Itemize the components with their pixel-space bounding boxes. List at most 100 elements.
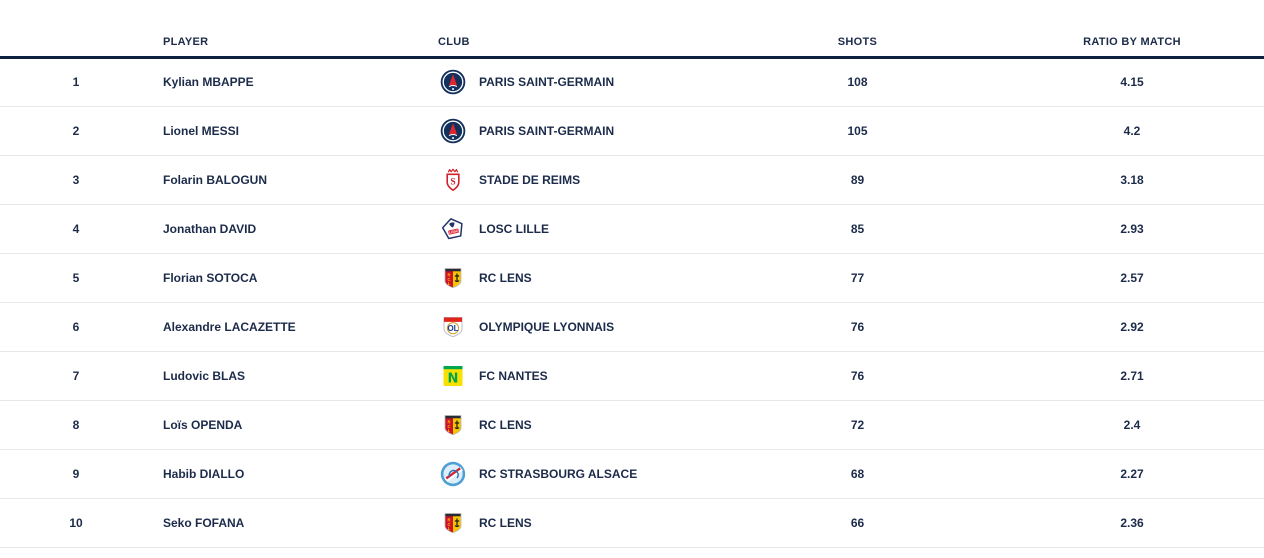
ratio-value: 2.71 [1000,351,1264,401]
psg-crest-icon [440,69,466,95]
ratio-value: 3.18 [1000,155,1264,205]
player-name: Ludovic BLAS [152,351,425,401]
player-name: Folarin BALOGUN [152,155,425,205]
ratio-value: 2.4 [1000,400,1264,450]
shots-value: 85 [715,204,1000,254]
rank-cell: 1 [0,57,152,107]
reims-crest-icon: S [440,167,466,193]
shots-value: 76 [715,351,1000,401]
club-cell: S STADE DE REIMS [425,155,715,205]
svg-text:S: S [450,177,455,187]
rank-cell: 2 [0,106,152,156]
club-name: STADE DE REIMS [479,172,581,187]
player-name: Kylian MBAPPE [152,57,425,107]
shots-value: 108 [715,57,1000,107]
rank-cell: 10 [0,498,152,548]
player-name: Lionel MESSI [152,106,425,156]
player-name: Loïs OPENDA [152,400,425,450]
club-cell: N FC NANTES [425,351,715,401]
shots-value: 76 [715,302,1000,352]
club-cell: PARIS SAINT-GERMAIN [425,106,715,156]
table-row[interactable]: 6 Alexandre LACAZETTE OL OLYMPIQUE LYONN… [0,302,1264,352]
svg-text:C: C [447,423,450,428]
ratio-value: 2.36 [1000,498,1264,548]
column-header-rank [0,0,152,59]
svg-text:OL: OL [447,324,458,333]
column-header-club: CLUB [425,0,715,59]
rank-cell: 7 [0,351,152,401]
nantes-crest-icon: N [440,363,466,389]
lyon-crest-icon: OL [440,314,466,340]
svg-text:LOSC: LOSC [449,228,460,234]
svg-text:L: L [448,526,451,531]
strasbourg-crest-icon [440,461,466,487]
ratio-value: 2.92 [1000,302,1264,352]
shots-value: 77 [715,253,1000,303]
table-row[interactable]: 9 Habib DIALLO RC STRASBOURG ALSACE 68 2… [0,449,1264,499]
table-header: PLAYER CLUB SHOTS RATIO BY MATCH [0,0,1264,59]
player-name: Seko FOFANA [152,498,425,548]
shots-value: 72 [715,400,1000,450]
lille-crest-icon: LOSC [440,216,466,242]
club-cell: LOSC LOSC LILLE [425,204,715,254]
club-name: OLYMPIQUE LYONNAIS [479,319,615,334]
svg-text:N: N [448,371,459,386]
column-header-ratio: RATIO BY MATCH [1000,0,1264,59]
club-name: RC LENS [479,515,532,530]
table-row[interactable]: 2 Lionel MESSI PARIS SAINT-GERMAIN 105 4… [0,106,1264,156]
ratio-value: 4.15 [1000,57,1264,107]
rank-cell: 6 [0,302,152,352]
club-name: RC STRASBOURG ALSACE [479,466,638,481]
rank-cell: 8 [0,400,152,450]
shots-value: 105 [715,106,1000,156]
shots-value: 68 [715,449,1000,499]
table-row[interactable]: 1 Kylian MBAPPE PARIS SAINT-GERMAIN 108 … [0,57,1264,107]
club-name: PARIS SAINT-GERMAIN [479,75,615,89]
svg-text:L: L [448,281,451,286]
svg-text:R: R [447,419,450,424]
club-cell: OL OLYMPIQUE LYONNAIS [425,302,715,352]
table-row[interactable]: 4 Jonathan DAVID LOSC LOSC LILLE 85 2.93 [0,204,1264,254]
svg-text:R: R [447,517,450,522]
table-row[interactable]: 7 Ludovic BLAS N FC NANTES 76 2.71 [0,351,1264,401]
rank-cell: 9 [0,449,152,499]
club-cell: RC STRASBOURG ALSACE [425,449,715,499]
column-header-shots: SHOTS [715,0,1000,59]
club-name: FC NANTES [479,368,548,383]
ratio-value: 4.2 [1000,106,1264,156]
table-row[interactable]: 3 Folarin BALOGUN S STADE DE REIMS 89 3.… [0,155,1264,205]
player-name: Alexandre LACAZETTE [152,302,425,352]
player-name: Florian SOTOCA [152,253,425,303]
player-name: Habib DIALLO [152,449,425,499]
ratio-value: 2.57 [1000,253,1264,303]
rank-cell: 3 [0,155,152,205]
rank-cell: 4 [0,204,152,254]
svg-text:C: C [447,521,450,526]
club-name: RC LENS [479,417,532,432]
player-name: Jonathan DAVID [152,204,425,254]
ratio-value: 2.27 [1000,449,1264,499]
psg-crest-icon [440,118,466,144]
shots-value: 66 [715,498,1000,548]
column-header-player: PLAYER [152,0,425,59]
ratio-value: 2.93 [1000,204,1264,254]
svg-text:R: R [447,272,450,277]
club-cell: PARIS SAINT-GERMAIN [425,57,715,107]
svg-text:L: L [448,428,451,433]
club-name: RC LENS [479,270,532,285]
shots-value: 89 [715,155,1000,205]
svg-text:C: C [447,276,450,281]
club-name: LOSC LILLE [479,221,549,236]
club-name: PARIS SAINT-GERMAIN [479,123,615,138]
rank-cell: 5 [0,253,152,303]
